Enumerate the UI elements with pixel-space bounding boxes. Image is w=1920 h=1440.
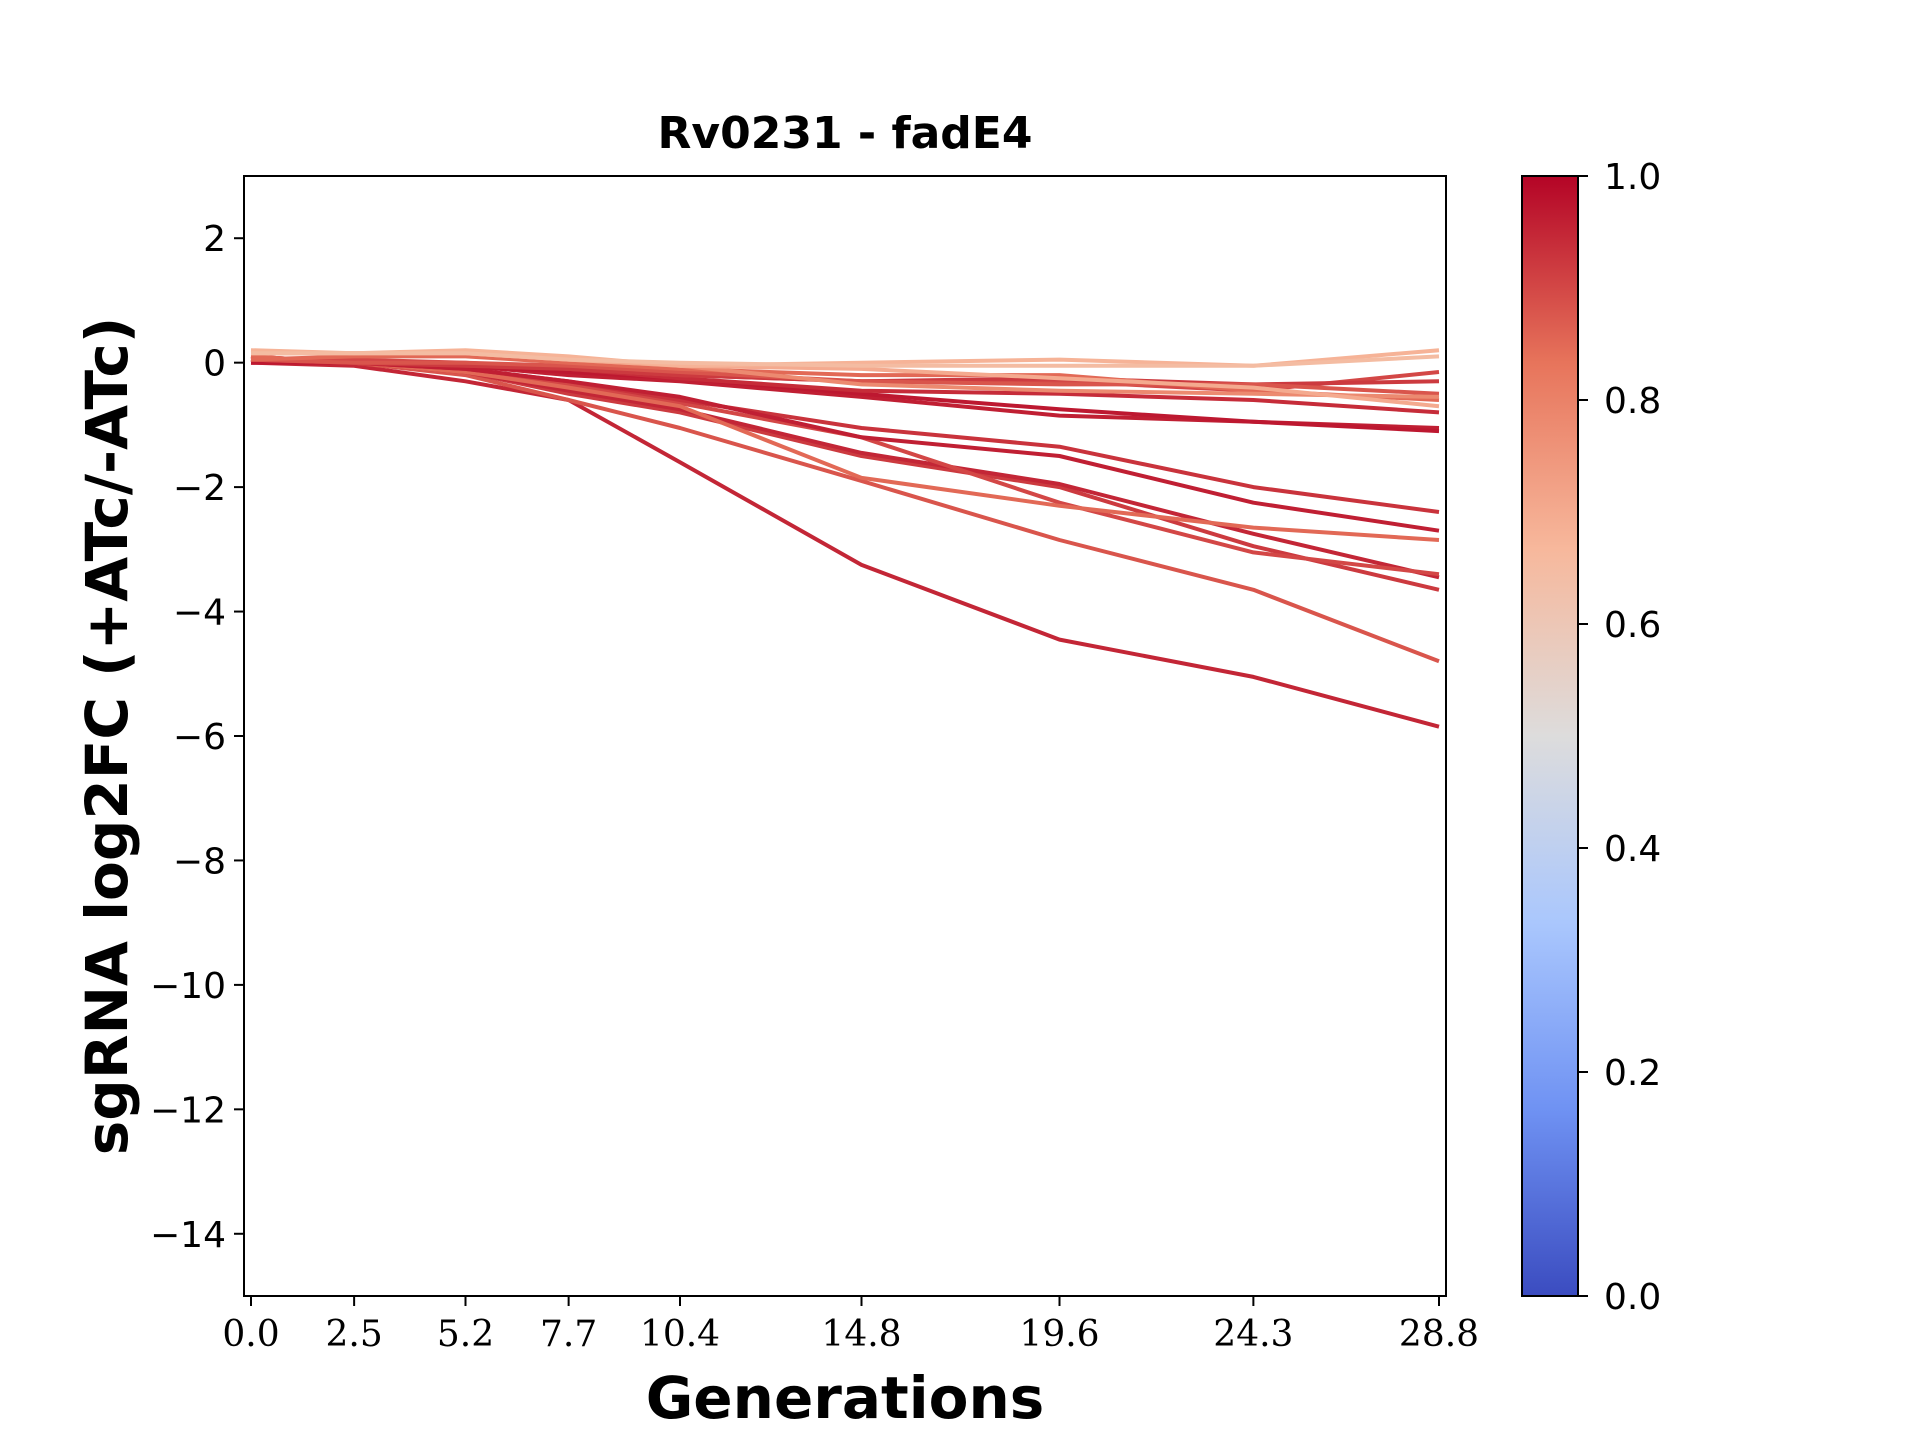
- colorbar-tick-label: 0.2: [1604, 1053, 1661, 1094]
- y-tick-label: −10: [150, 966, 226, 1007]
- series-layer: [250, 348, 1440, 729]
- plot-area: [243, 175, 1447, 1297]
- x-tick-label: 10.4: [640, 1314, 720, 1355]
- y-tick-label: −4: [173, 593, 226, 634]
- plot-frame: [243, 175, 1447, 1297]
- colorbar-tick-label: 0.0: [1604, 1277, 1661, 1318]
- x-tick-label: 24.3: [1213, 1314, 1293, 1355]
- colorbar-tick-label: 0.4: [1604, 829, 1661, 870]
- y-tick-label: −2: [173, 468, 226, 509]
- y-tick-label: −6: [173, 717, 226, 758]
- series-line-19: [251, 351, 1440, 368]
- x-tick-label: 14.8: [821, 1314, 901, 1355]
- x-tick-label: 5.2: [437, 1314, 494, 1355]
- colorbar-frame: [1521, 175, 1579, 1297]
- y-tick-label: −12: [150, 1090, 226, 1131]
- colorbar-tick-label: 1.0: [1604, 157, 1661, 198]
- colorbar-tick-label: 0.6: [1604, 605, 1661, 646]
- series-line-1: [250, 360, 1440, 729]
- x-axis: 0.0 2.5 5.2 7.7 10.4 14.8 19.6 24.3 28.8: [222, 1296, 1479, 1355]
- y-axis: 2 0 −2 −4 −6 −8 −10 −12 −14: [150, 219, 244, 1256]
- colorbar-tick-label: 0.8: [1604, 381, 1661, 422]
- x-axis-label: Generations: [646, 1364, 1045, 1432]
- y-tick-label: 0: [203, 344, 226, 385]
- chart-title: Rv0231 - fadE4: [658, 108, 1033, 159]
- x-tick-label: 7.7: [540, 1314, 597, 1355]
- x-tick-label: 28.8: [1399, 1314, 1479, 1355]
- y-tick-label: 2: [203, 219, 226, 260]
- y-tick-label: −14: [150, 1215, 226, 1256]
- x-tick-label: 0.0: [222, 1314, 279, 1355]
- y-tick-label: −8: [173, 841, 226, 882]
- x-tick-label: 19.6: [1019, 1314, 1099, 1355]
- colorbar: 0.0 0.2 0.4 0.6 0.8 1.0: [1521, 157, 1661, 1318]
- x-tick-label: 2.5: [325, 1314, 382, 1355]
- y-axis-label: sgRNA log2FC (+ATc/-ATc): [73, 317, 141, 1155]
- colorbar-gradient: [1522, 176, 1578, 1296]
- colorbar-ticks: 0.0 0.2 0.4 0.6 0.8 1.0: [1578, 157, 1661, 1318]
